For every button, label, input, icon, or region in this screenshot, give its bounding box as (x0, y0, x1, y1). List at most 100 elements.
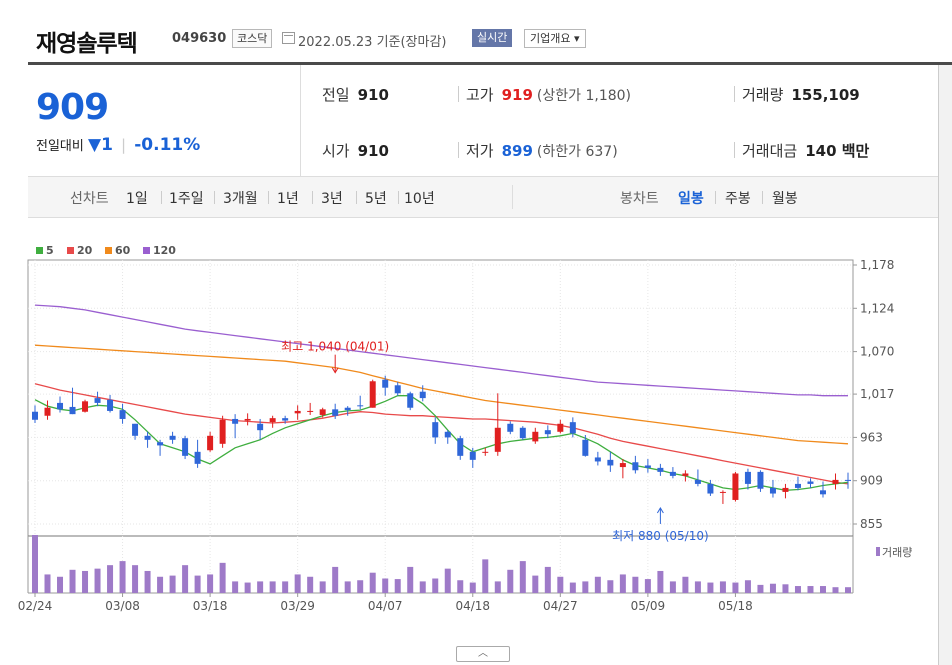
candle-body (644, 465, 651, 468)
tab-candle-daily[interactable]: 일봉 (678, 191, 704, 207)
legend-swatch (143, 247, 150, 254)
volume-bar (107, 565, 114, 593)
tab-line-5y[interactable]: 5년 (365, 191, 387, 207)
candle (57, 396, 64, 413)
stock-code: 049630 (172, 31, 227, 46)
chevron-up-icon[interactable]: ︿ (456, 646, 510, 662)
candle-body (157, 442, 164, 446)
x-tick-label: 05/09 (631, 599, 666, 613)
volume-bar (232, 581, 239, 593)
candle (845, 472, 851, 489)
candle-body (707, 483, 714, 494)
y-tick-label: 1,070 (860, 345, 894, 359)
candle-body (607, 459, 614, 466)
volume-bar (269, 581, 276, 593)
candle-body (282, 418, 289, 421)
candle-body (57, 402, 64, 410)
volume-bar (819, 586, 826, 593)
candle (494, 393, 501, 456)
candle-body (419, 391, 426, 399)
legend-swatch (36, 247, 43, 254)
tab-line-3m[interactable]: 3개월 (223, 191, 258, 207)
x-tick-label: 03/18 (193, 599, 228, 613)
ma20-line (34, 383, 849, 485)
candle-body (794, 483, 801, 488)
legend-swatch (105, 247, 112, 254)
volume-bar (532, 575, 539, 593)
candle-body (532, 431, 539, 442)
change-percent: -0.11% (134, 135, 201, 155)
change-separator: | (121, 136, 127, 154)
volume-bar (432, 578, 439, 593)
volume-bar (169, 575, 176, 593)
candle (444, 430, 451, 444)
tab-line-10y[interactable]: 10년 (404, 191, 435, 207)
candle-body (594, 457, 601, 462)
calendar-icon (282, 32, 295, 44)
volume-bar (444, 568, 451, 593)
candle-body (182, 438, 189, 456)
y-tick-label: 909 (860, 474, 883, 488)
date-text: 2022.05.23 기준(장마감) (298, 35, 447, 50)
candle (282, 415, 289, 424)
y-tick-label: 1,178 (860, 258, 894, 272)
candle-body (832, 479, 839, 484)
low-arrow-head (656, 506, 664, 514)
candle-body (407, 393, 414, 408)
candle-body (519, 427, 526, 439)
candle-body (207, 435, 214, 451)
company-overview-dropdown[interactable]: 기업개요 ▾ (524, 29, 586, 48)
tab-line-1y[interactable]: 1년 (277, 191, 299, 207)
volume-bar (32, 535, 38, 593)
volume-bar (594, 576, 601, 593)
chart-period-tabs: 선차트 1일 1주일 3개월 1년 3년 5년 10년 봉차트 일봉 주봉 월봉 (28, 176, 938, 218)
candle (169, 431, 176, 444)
candle (407, 391, 414, 411)
volume-bar (569, 582, 576, 593)
realtime-button[interactable]: 실시간 (472, 29, 513, 47)
candle (69, 387, 76, 415)
volume-bar (707, 582, 714, 593)
tab-separator (312, 191, 313, 204)
company-name: 재영솔루텍 (36, 31, 138, 57)
tab-line-1w[interactable]: 1주일 (169, 191, 204, 207)
tab-candle-weekly[interactable]: 주봉 (725, 191, 751, 207)
candle (657, 463, 664, 476)
candle (719, 490, 726, 504)
candle (294, 405, 301, 420)
candle-body (432, 422, 439, 438)
y-tick-label: 963 (860, 430, 883, 444)
candle-body (294, 410, 301, 414)
candle (782, 483, 789, 499)
tab-separator (214, 191, 215, 204)
volume-bar (719, 581, 726, 593)
volume-legend-swatch (876, 547, 880, 556)
volume-bar (382, 578, 389, 593)
candle (457, 435, 464, 460)
stat-divider (734, 86, 735, 102)
candle-body (732, 473, 739, 500)
ma120-line (34, 304, 848, 397)
volume-bar (319, 581, 326, 593)
volume-bar (769, 583, 776, 593)
candle-body (232, 418, 239, 424)
candle (544, 425, 551, 439)
candle (619, 459, 626, 479)
change-value: 1 (101, 135, 113, 155)
legend-swatch (67, 247, 74, 254)
tab-line-3y[interactable]: 3년 (321, 191, 343, 207)
candle-body (757, 471, 764, 489)
candle-body (657, 467, 664, 472)
volume-bar (219, 562, 226, 593)
tab-candle-monthly[interactable]: 월봉 (772, 191, 798, 207)
tab-line-1d[interactable]: 1일 (126, 191, 148, 207)
stat-high: 고가 919 (상한가 1,180) (466, 86, 632, 104)
candle-body (444, 431, 451, 438)
candle-body (394, 385, 401, 394)
candle-body (769, 487, 776, 494)
volume-bar (44, 574, 51, 593)
volume-bar (344, 581, 351, 593)
candle (682, 470, 689, 482)
market-badge: 코스닥 (232, 29, 273, 48)
volume-bar (194, 575, 201, 593)
